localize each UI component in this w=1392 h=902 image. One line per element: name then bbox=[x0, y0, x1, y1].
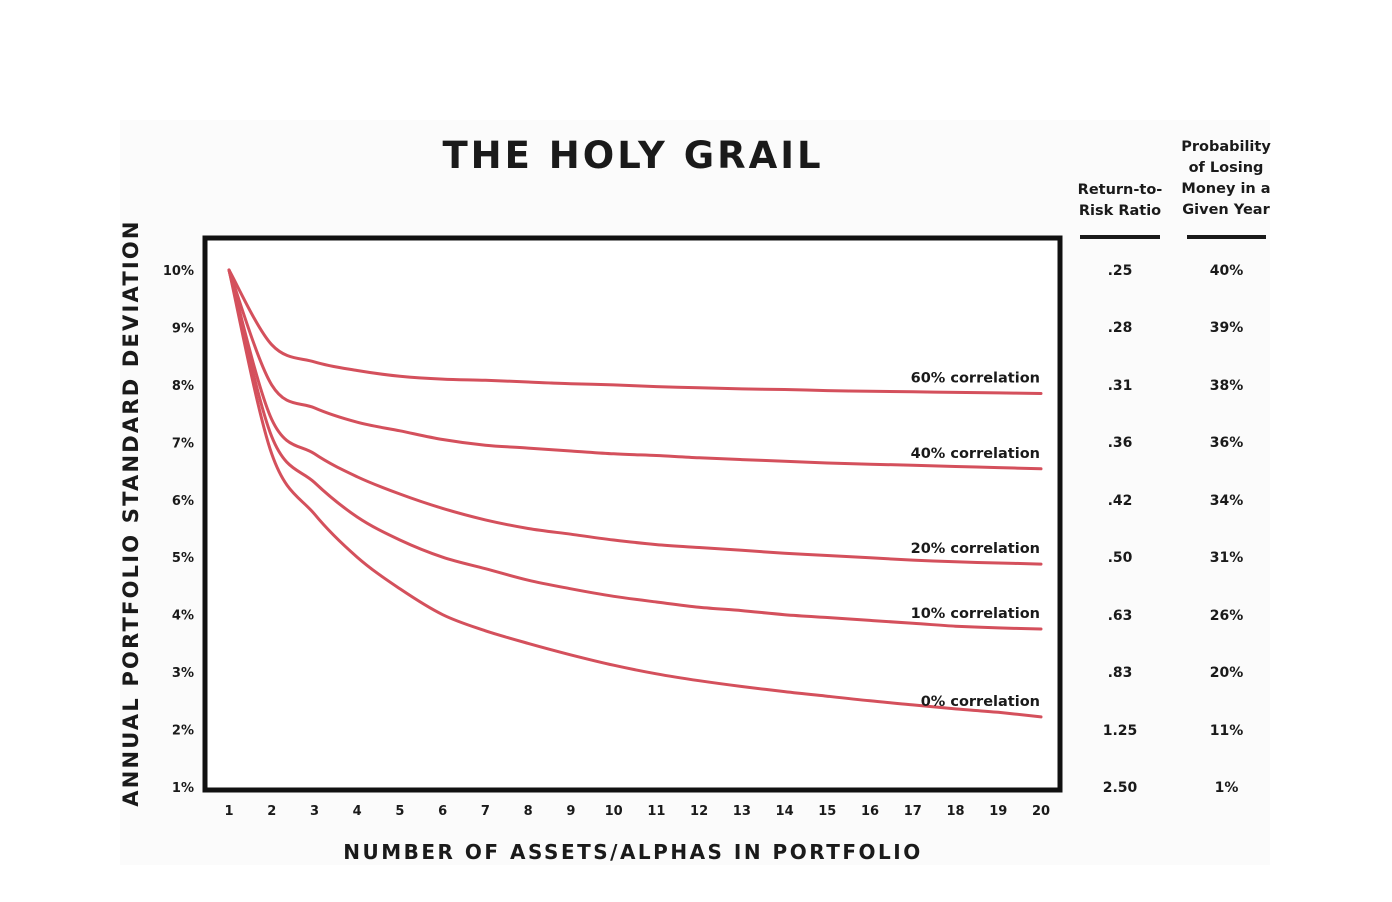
probability-value: 34% bbox=[1209, 492, 1244, 509]
return-to-risk-header: Return-to- Risk Ratio bbox=[1077, 182, 1163, 219]
series-label: 60% correlation bbox=[911, 371, 1040, 387]
return-to-risk-value: .28 bbox=[1107, 320, 1133, 337]
return-to-risk-value: .63 bbox=[1107, 607, 1133, 624]
probability-value: 1% bbox=[1214, 780, 1239, 796]
x-tick-group: 1 2 3 4 5 6 7 8 9 10 11 12 13 14 15 16 17 18 19 20 bbox=[224, 804, 1050, 819]
y-tick-label: 2% bbox=[172, 724, 194, 739]
series-line bbox=[227, 268, 1043, 566]
probability-value: 39% bbox=[1209, 320, 1244, 337]
return-to-risk-value: .42 bbox=[1107, 492, 1133, 509]
chart-title: THE HOLY GRAIL bbox=[442, 134, 824, 177]
y-tick-label: 7% bbox=[172, 436, 194, 451]
series-label: 0% correlation bbox=[921, 694, 1040, 710]
x-tick-label: 7 bbox=[481, 804, 490, 819]
x-tick-label: 16 bbox=[861, 804, 879, 819]
y-tick-label: 1% bbox=[172, 781, 194, 796]
series-line bbox=[227, 268, 1043, 471]
series-line bbox=[227, 268, 1043, 395]
return-to-risk-value: .25 bbox=[1107, 263, 1133, 279]
probability-value: 26% bbox=[1209, 607, 1244, 624]
return-to-risk-value: 1.25 bbox=[1102, 722, 1138, 739]
series-label: 20% correlation bbox=[911, 541, 1040, 557]
x-tick-label: 12 bbox=[690, 804, 708, 819]
series-group bbox=[227, 268, 1043, 719]
x-tick-label: 8 bbox=[524, 804, 533, 819]
x-tick-label: 19 bbox=[989, 804, 1007, 819]
series-label-group: 60% correlation 40% correlation 20% correl… bbox=[911, 371, 1040, 710]
y-tick-group: 1% 2% 3% 4% 5% 6% 7% 8% 9% 10% bbox=[163, 264, 194, 796]
return-to-risk-value: .50 bbox=[1107, 550, 1133, 567]
return-to-risk-value: .83 bbox=[1107, 665, 1133, 682]
y-tick-label: 8% bbox=[172, 379, 194, 394]
x-tick-label: 17 bbox=[904, 804, 922, 819]
probability-value: 38% bbox=[1209, 377, 1244, 394]
return-to-risk-value: .31 bbox=[1107, 377, 1133, 394]
x-tick-label: 13 bbox=[733, 804, 751, 819]
series-line bbox=[227, 268, 1043, 719]
y-tick-label: 5% bbox=[172, 551, 194, 566]
probability-header: Probability of Losing Money in a Given Y… bbox=[1181, 139, 1271, 218]
y-tick-label: 10% bbox=[163, 264, 194, 279]
x-tick-label: 6 bbox=[438, 804, 447, 819]
return-to-risk-value: 2.50 bbox=[1102, 780, 1138, 796]
x-tick-label: 3 bbox=[310, 804, 319, 819]
return-to-risk-value: .36 bbox=[1107, 435, 1133, 452]
x-tick-label: 9 bbox=[566, 804, 575, 819]
x-tick-label: 20 bbox=[1032, 804, 1050, 819]
probability-value: 31% bbox=[1209, 550, 1244, 567]
x-tick-label: 18 bbox=[946, 804, 964, 819]
probability-value: 40% bbox=[1209, 263, 1244, 279]
return-to-risk-rule bbox=[1080, 235, 1160, 239]
probability-value: 36% bbox=[1209, 435, 1244, 452]
x-tick-label: 14 bbox=[776, 804, 794, 819]
y-tick-label: 6% bbox=[172, 494, 194, 509]
y-tick-label: 3% bbox=[172, 666, 194, 681]
x-axis-label: NUMBER OF ASSETS/ALPHAS IN PORTFOLIO bbox=[343, 840, 923, 864]
y-tick-label: 4% bbox=[172, 609, 194, 624]
x-tick-label: 15 bbox=[818, 804, 836, 819]
x-tick-label: 10 bbox=[605, 804, 623, 819]
x-tick-label: 11 bbox=[647, 804, 665, 819]
x-tick-label: 1 bbox=[224, 804, 233, 819]
probability-value: 11% bbox=[1209, 722, 1244, 739]
probability-rule bbox=[1187, 235, 1266, 239]
x-tick-label: 2 bbox=[267, 804, 276, 819]
x-tick-label: 5 bbox=[395, 804, 404, 819]
probability-value: 20% bbox=[1209, 665, 1244, 682]
plot-frame bbox=[202, 235, 1063, 793]
series-label: 10% correlation bbox=[911, 606, 1040, 622]
y-tick-label: 9% bbox=[172, 321, 194, 336]
series-label: 40% correlation bbox=[911, 446, 1040, 462]
series-line bbox=[227, 268, 1043, 631]
x-tick-label: 4 bbox=[353, 804, 362, 819]
